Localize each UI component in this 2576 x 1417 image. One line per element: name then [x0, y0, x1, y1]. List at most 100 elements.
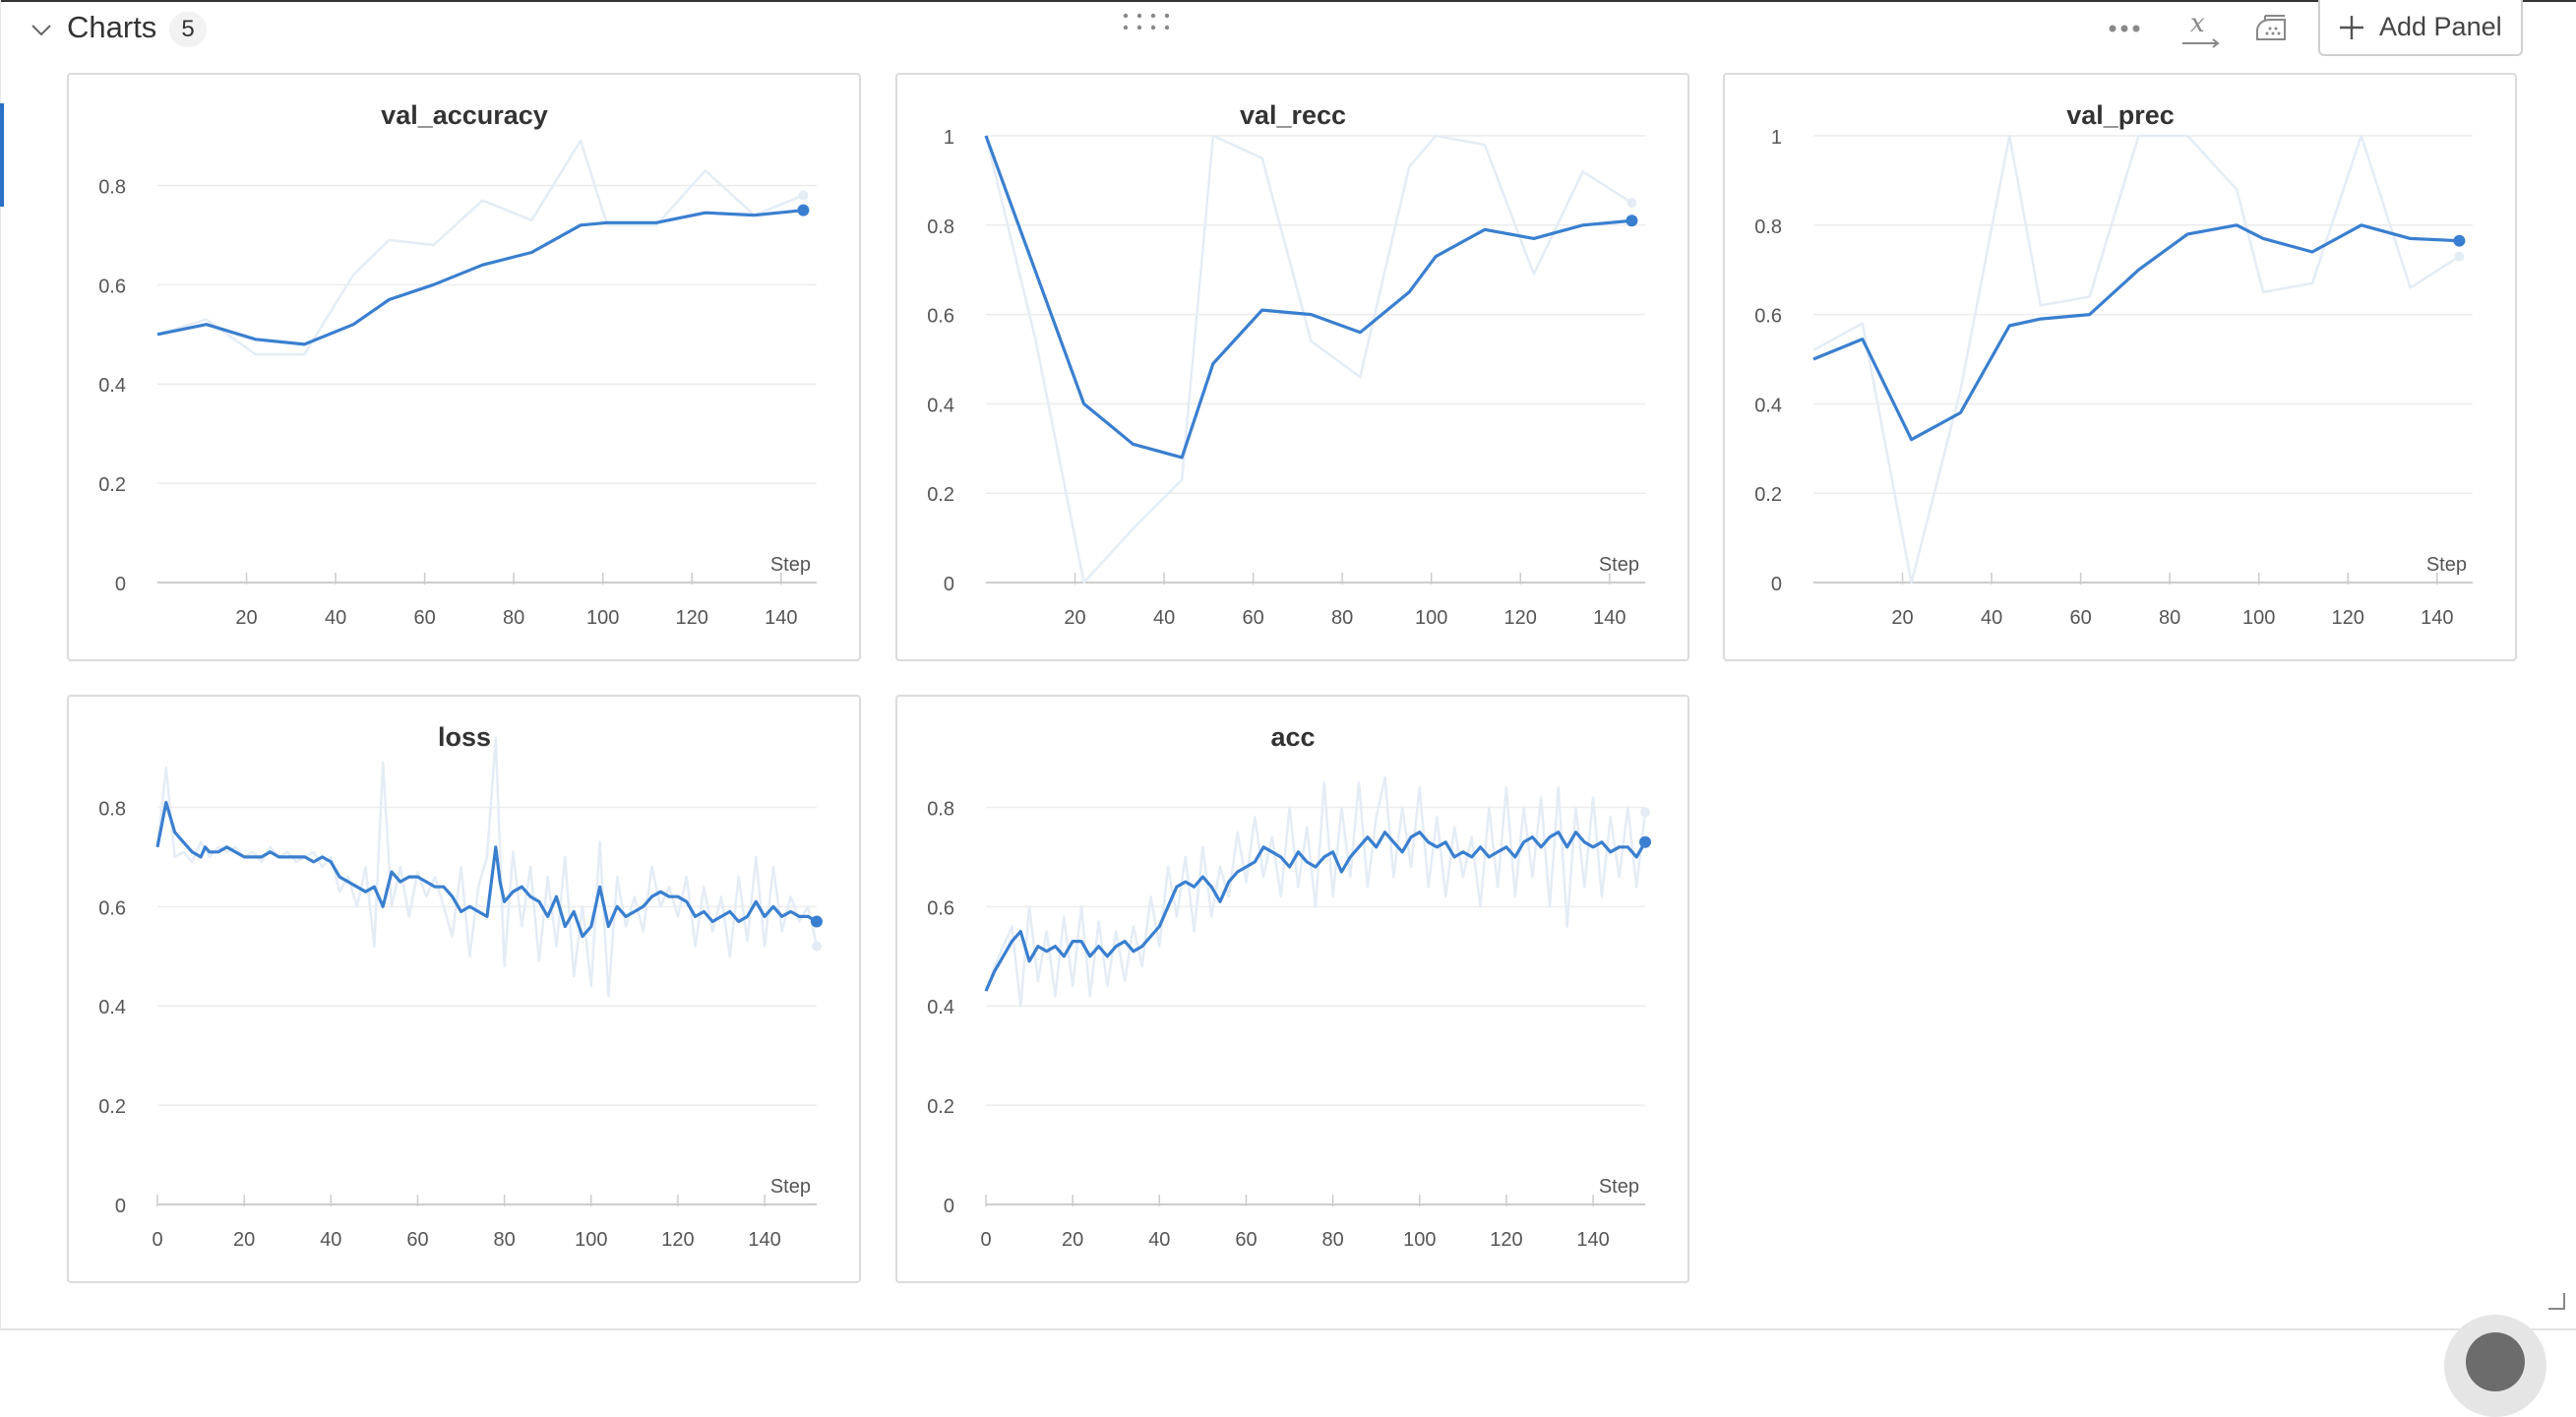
- x-tick-label: 40: [1148, 1229, 1170, 1251]
- smoothed-last-point-val-prec: [2453, 234, 2466, 247]
- x-tick-label: 100: [1403, 1229, 1436, 1251]
- x-tick-label: 140: [748, 1229, 780, 1251]
- y-tick-label: 0.6: [1754, 306, 1782, 328]
- x-tick-label: 40: [1153, 607, 1175, 629]
- y-tick-label: 1: [944, 127, 954, 149]
- y-tick-label: 0.6: [927, 897, 954, 919]
- x-tick-label: 120: [676, 607, 708, 629]
- y-tick-label: 0.6: [98, 276, 126, 297]
- y-tick-label: 0.6: [927, 306, 954, 328]
- more-options-icon[interactable]: [2102, 6, 2147, 51]
- raw-last-point-loss: [812, 941, 822, 952]
- y-tick-label: 0.8: [927, 798, 954, 820]
- y-tick-label: 0.2: [1754, 484, 1782, 506]
- x-tick-label: 120: [1504, 607, 1537, 629]
- x-tick-label: 60: [406, 1229, 428, 1251]
- y-tick-label: 0.4: [1754, 395, 1782, 416]
- y-tick-label: 0.4: [98, 375, 126, 397]
- x-tick-label: 60: [1242, 607, 1263, 629]
- x-axis-label: Step: [1599, 1176, 1639, 1198]
- y-tick-label: 0: [1771, 574, 1782, 595]
- chart-panel-val-recc[interactable]: val_recc 0 0.2 0.4 0.6 0.8 1 20 40 60 80 100 120 140 S…: [895, 73, 1689, 661]
- y-tick-label: 0.8: [98, 798, 126, 820]
- section-title[interactable]: Charts: [67, 10, 157, 44]
- x-tick-label: 20: [233, 1229, 255, 1251]
- x-tick-label: 40: [1981, 607, 2002, 629]
- bottom-border: [0, 1328, 2576, 1330]
- x-tick-label: 20: [1062, 1229, 1083, 1251]
- smoothed-last-point-loss: [811, 915, 823, 928]
- y-tick-label: 1: [1771, 127, 1782, 149]
- smoothed-series-line-val-accuracy: [156, 209, 804, 346]
- chart-panel-loss[interactable]: loss 0 0.2 0.4 0.6 0.8 0 20 40 60 80 100 120 140 Step: [67, 695, 861, 1283]
- x-tick-label: 80: [1331, 607, 1353, 629]
- chart-acc[interactable]: acc 0 0.2 0.4 0.6 0.8 0 20 40 60 80 100 120 140 Step: [897, 697, 1687, 1281]
- x-tick-label: 80: [2159, 607, 2180, 629]
- chart-title: val_accuracy: [381, 100, 548, 130]
- smoothing-iron-icon[interactable]: [2249, 6, 2295, 51]
- x-tick-label: 140: [2421, 607, 2453, 629]
- x-tick-label: 140: [1576, 1229, 1609, 1251]
- y-tick-label: 0.4: [927, 997, 954, 1018]
- x-tick-label: 40: [320, 1229, 341, 1251]
- x-axis-label: Step: [2426, 554, 2467, 576]
- chart-loss[interactable]: loss 0 0.2 0.4 0.6 0.8 0 20 40 60 80 100 120 140 Step: [69, 697, 859, 1281]
- y-tick-label: 0.8: [927, 216, 954, 238]
- chart-title: val_recc: [1240, 100, 1346, 130]
- smoothed-last-point-val-accuracy: [797, 204, 810, 216]
- add-panel-label: Add Panel: [2379, 12, 2502, 41]
- x-tick-label: 60: [2069, 607, 2091, 629]
- help-button[interactable]: [2444, 1315, 2546, 1417]
- x-tick-label: 100: [1415, 607, 1447, 629]
- chart-panel-val-prec[interactable]: val_prec 0 0.2 0.4 0.6 0.8 1 20 40 60 80 100 120 140 S…: [1723, 73, 2517, 661]
- x-tick-label: 20: [235, 607, 257, 629]
- raw-last-point-val-accuracy: [798, 190, 809, 201]
- raw-last-point-acc: [1640, 807, 1650, 818]
- y-tick-label: 0.4: [927, 395, 954, 416]
- chevron-down-icon[interactable]: [30, 18, 53, 41]
- x-tick-label: 20: [1064, 607, 1085, 629]
- x-axis-label: Step: [770, 1176, 811, 1198]
- x-tick-label: 120: [661, 1229, 694, 1251]
- raw-last-point-val-recc: [1626, 198, 1637, 209]
- smoothed-series-line-val-recc: [984, 135, 1632, 460]
- panel-count-badge: 5: [169, 12, 207, 47]
- y-tick-label: 0.2: [98, 474, 126, 496]
- chart-title: acc: [1270, 722, 1315, 752]
- plus-icon: [2340, 15, 2363, 39]
- x-tick-label: 20: [1891, 607, 1913, 629]
- raw-series-line-val-accuracy: [156, 139, 804, 356]
- y-tick-label: 0: [944, 1196, 954, 1217]
- y-tick-label: 0: [115, 574, 126, 595]
- x-tick-label: 120: [2332, 607, 2364, 629]
- x-tick-label: 120: [1490, 1229, 1522, 1251]
- y-tick-label: 0.8: [98, 176, 126, 198]
- chart-val-accuracy[interactable]: val_accuracy 0 0.2 0.4 0.6 0.8 20 40 60 80 100 120 1…: [69, 75, 859, 659]
- x-tick-label: 80: [494, 1229, 516, 1251]
- add-panel-button[interactable]: Add Panel: [2318, 0, 2523, 56]
- svg-text:x: x: [2190, 9, 2205, 38]
- resize-handle-icon[interactable]: [2545, 1289, 2566, 1311]
- raw-series-line-val-recc: [984, 134, 1633, 585]
- raw-last-point-val-prec: [2454, 251, 2465, 262]
- x-tick-label: 80: [503, 607, 524, 629]
- active-section-indicator: [0, 103, 4, 207]
- drag-grip-icon[interactable]: [1122, 12, 1173, 31]
- help-icon: [2466, 1332, 2525, 1391]
- y-tick-label: 0.2: [98, 1096, 126, 1118]
- x-axis-settings-icon[interactable]: x: [2178, 6, 2224, 51]
- chart-title: val_prec: [2066, 100, 2175, 130]
- x-tick-label: 0: [152, 1229, 162, 1251]
- chart-panel-acc[interactable]: acc 0 0.2 0.4 0.6 0.8 0 20 40 60 80 100 120 140 Step: [895, 695, 1689, 1283]
- y-tick-label: 0.6: [98, 897, 126, 919]
- left-border: [0, 0, 1, 1328]
- y-tick-label: 0.2: [927, 484, 954, 506]
- smoothed-series-line-val-prec: [1812, 223, 2460, 442]
- smoothed-last-point-acc: [1639, 835, 1651, 848]
- x-axis-label: Step: [1599, 554, 1639, 576]
- x-tick-label: 80: [1322, 1229, 1344, 1251]
- chart-panel-val-accuracy[interactable]: val_accuracy 0 0.2 0.4 0.6 0.8 20 40 60 80 100 120 1…: [67, 73, 861, 661]
- x-tick-label: 0: [980, 1229, 991, 1251]
